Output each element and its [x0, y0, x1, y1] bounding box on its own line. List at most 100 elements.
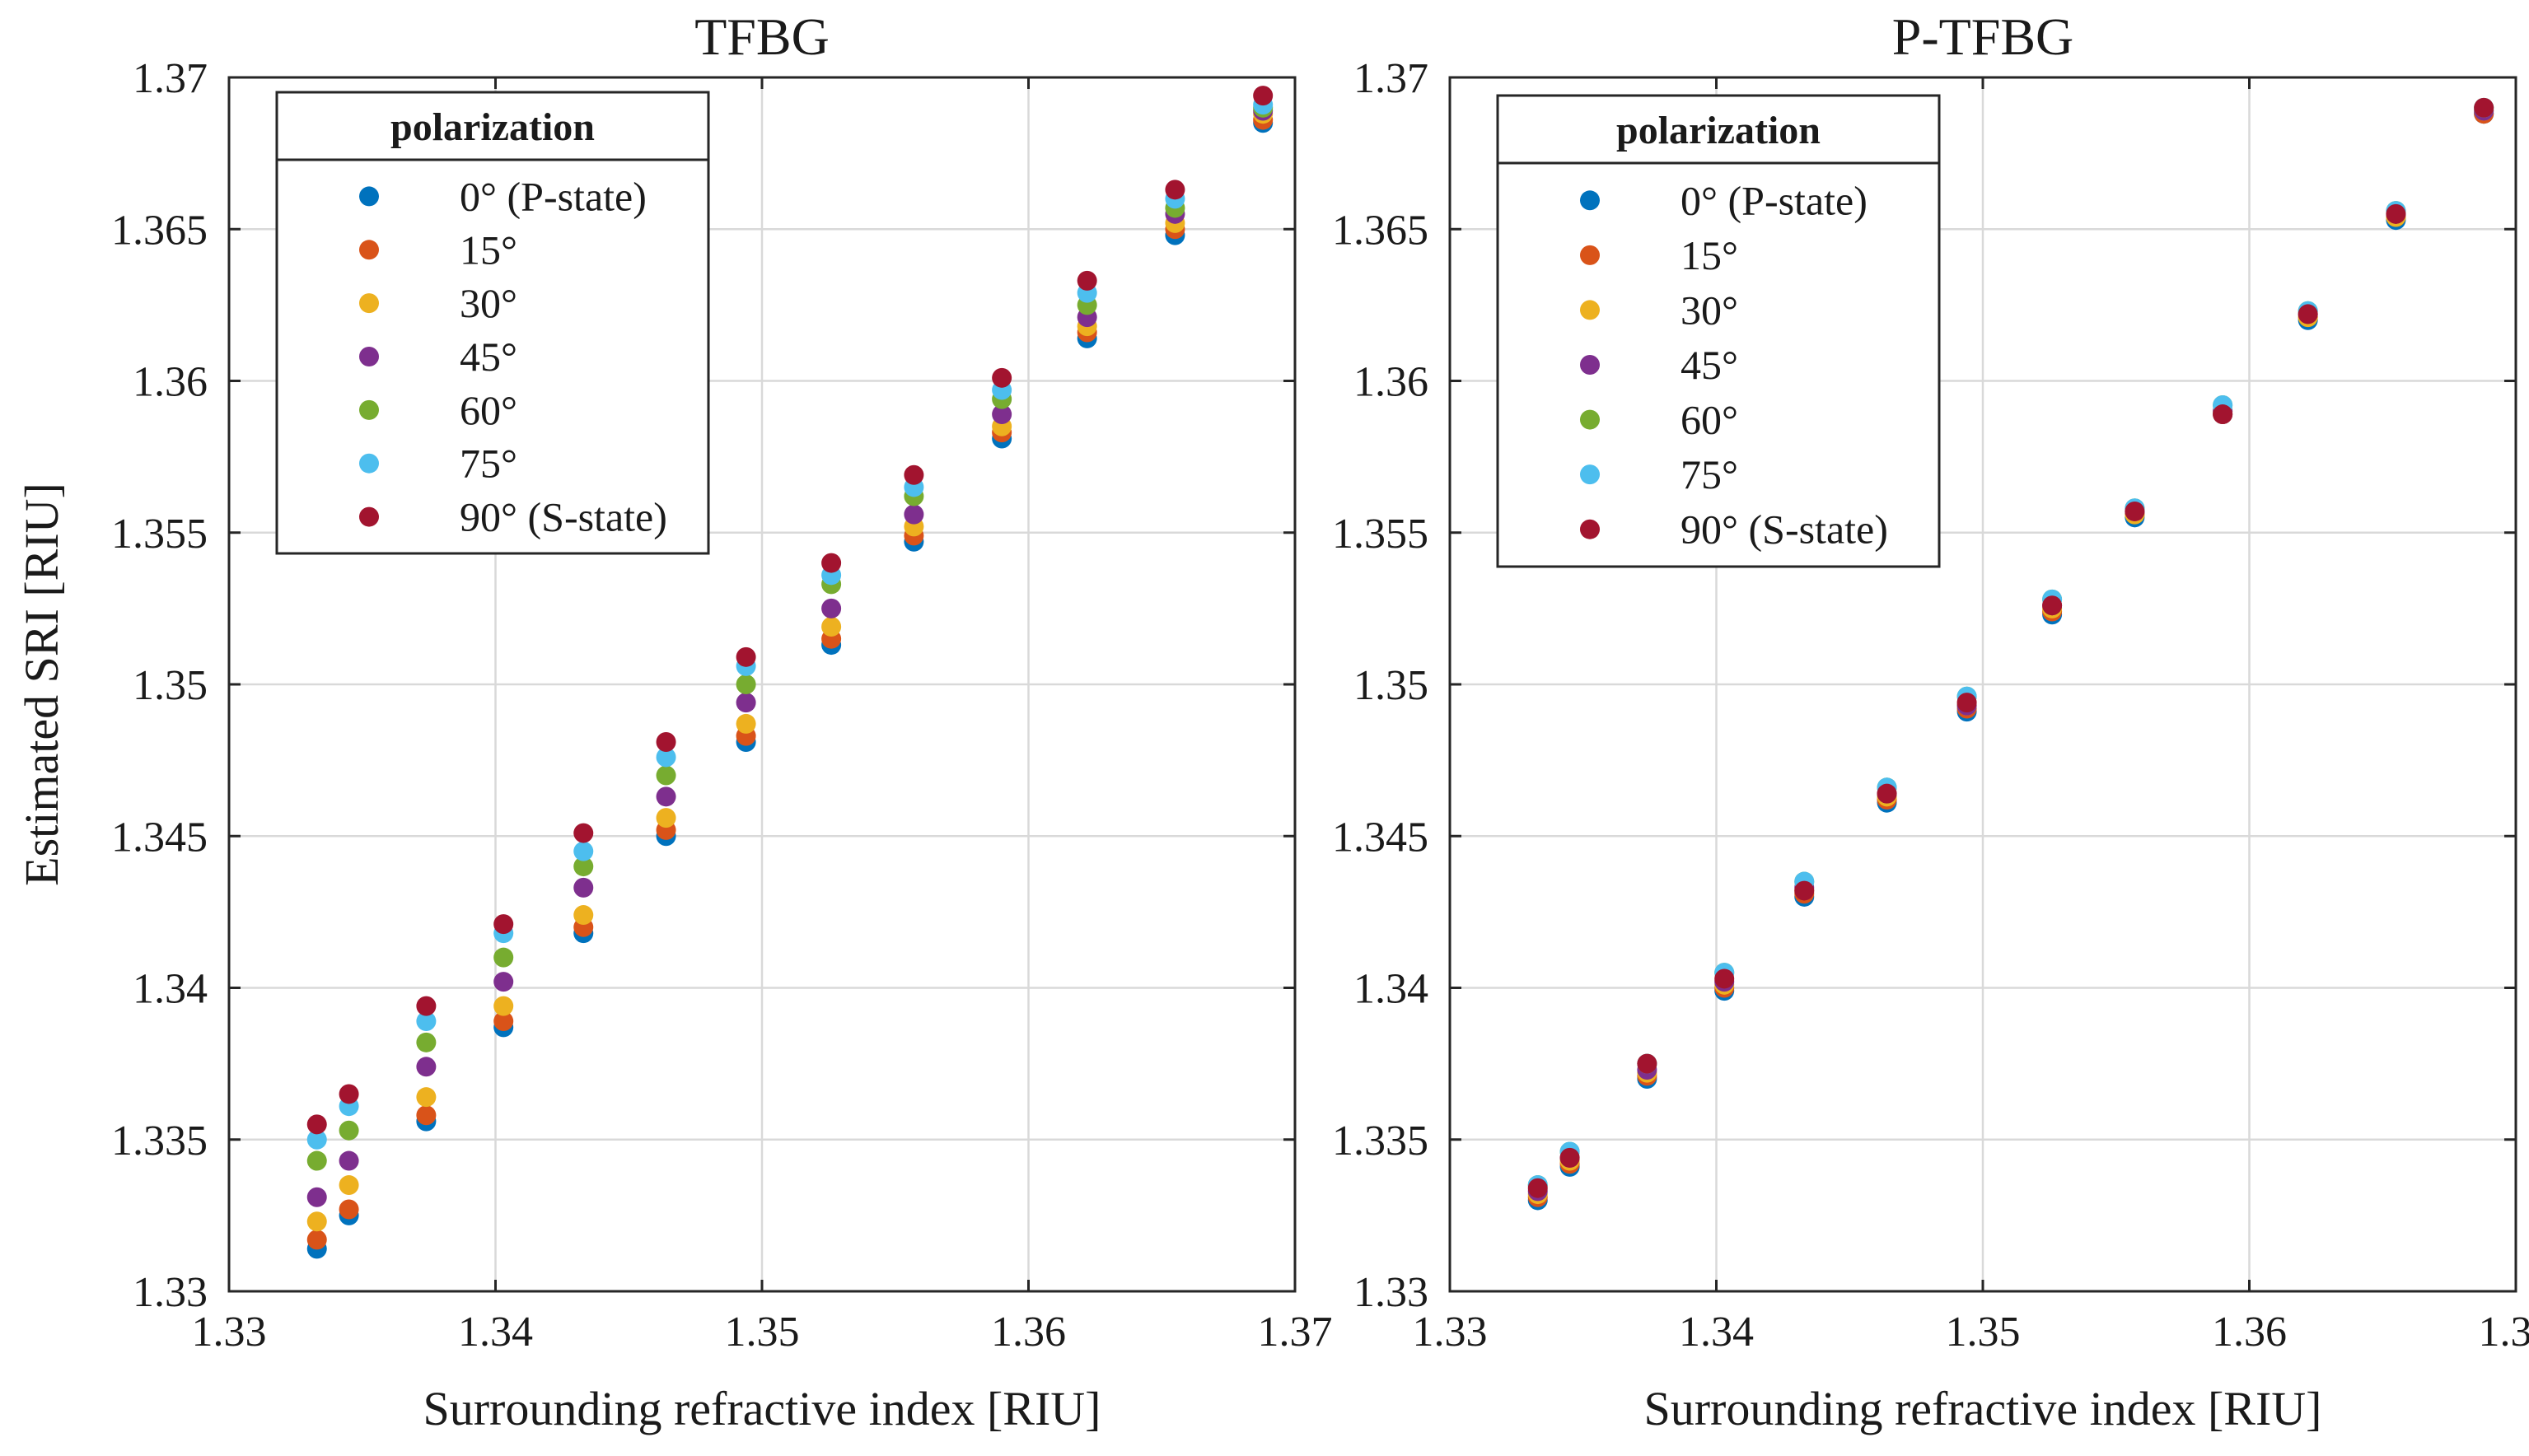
y-tick-label: 1.365	[1332, 207, 1428, 254]
x-tick-label: 1.37	[1258, 1309, 1333, 1356]
data-point	[573, 823, 594, 843]
legend-marker	[359, 347, 379, 366]
legend-marker	[359, 240, 379, 260]
legend-box	[275, 91, 710, 555]
data-point	[306, 1129, 327, 1150]
y-tick-label: 1.33	[133, 1269, 208, 1316]
data-point	[2213, 404, 2233, 425]
data-point	[339, 1084, 359, 1104]
data-point	[339, 1120, 359, 1141]
y-axis-label: Estimated SRI [RIU]	[15, 483, 68, 886]
data-point	[1714, 968, 1735, 989]
legend-marker	[359, 453, 379, 474]
data-point	[1559, 1147, 1580, 1168]
legend-marker	[1580, 190, 1600, 211]
legend-label: 75°	[1681, 451, 1738, 497]
data-point	[1877, 783, 1897, 804]
legend-marker	[359, 293, 379, 314]
data-point	[736, 674, 756, 694]
data-point	[493, 1011, 514, 1032]
data-point	[1253, 86, 1274, 106]
data-point	[1077, 270, 1097, 291]
data-point	[656, 765, 676, 786]
y-tick-label: 1.37	[1353, 55, 1428, 102]
data-point	[904, 464, 924, 485]
data-point	[1527, 1178, 1548, 1198]
data-point	[416, 1057, 437, 1077]
data-point	[306, 1150, 327, 1171]
y-tick-label: 1.35	[133, 662, 208, 709]
y-tick-label: 1.345	[111, 814, 208, 861]
x-tick-label: 1.36	[2212, 1309, 2287, 1356]
y-tick-label: 1.335	[1332, 1118, 1428, 1164]
y-tick-label: 1.36	[133, 359, 208, 406]
legend-marker	[359, 506, 379, 527]
legend-label: 0° (P-state)	[1681, 177, 1868, 223]
legend-marker	[1580, 519, 1600, 539]
data-point	[416, 1105, 437, 1126]
legend-label: 15°	[1681, 232, 1738, 278]
data-point	[493, 914, 514, 935]
legend-marker	[1580, 409, 1600, 430]
legend: polarization 0° (P-state) 15° 30° 45° 60° 75° 9…	[1496, 94, 1941, 568]
y-tick-label: 1.345	[1332, 814, 1428, 861]
data-point	[736, 693, 756, 713]
legend-title: polarization	[390, 105, 595, 149]
data-point	[416, 1032, 437, 1052]
chart-1: 1.33 1.34 1.35 1.36 1.37 1.33 1.335 1.34 1.345 1.…	[15, 7, 1333, 1435]
data-point	[656, 747, 676, 768]
y-tick-label: 1.34	[1353, 966, 1428, 1013]
data-point	[306, 1230, 327, 1250]
x-tick-label: 1.35	[725, 1309, 800, 1356]
data-point	[493, 996, 514, 1016]
chart-title: TFBG	[694, 7, 830, 66]
legend-label: 45°	[460, 334, 517, 380]
legend-marker	[359, 186, 379, 207]
legend-marker	[1580, 245, 1600, 265]
chart-2: 1.33 1.34 1.35 1.36 1.37 1.33 1.335 1.34 1.345 1.…	[1332, 7, 2529, 1435]
data-point	[736, 646, 756, 667]
data-point	[416, 996, 437, 1016]
x-tick-label: 1.35	[1946, 1309, 2021, 1356]
data-point	[1956, 693, 1977, 713]
data-point	[573, 905, 594, 926]
data-point	[573, 856, 594, 877]
series-7	[306, 86, 1274, 1135]
legend-label: 30°	[460, 280, 517, 326]
y-tick-label: 1.335	[111, 1118, 208, 1164]
data-point	[416, 1087, 437, 1108]
data-point	[821, 598, 842, 618]
legend-label: 75°	[460, 441, 517, 487]
data-point	[821, 616, 842, 637]
x-tick-label: 1.34	[1679, 1309, 1754, 1356]
legend: polarization 0° (P-state) 15° 30° 45° 60° 75° 9…	[275, 91, 710, 555]
data-point	[2125, 501, 2145, 521]
data-point	[493, 947, 514, 968]
y-tick-label: 1.35	[1353, 662, 1428, 709]
legend-label: 60°	[1681, 397, 1738, 443]
data-point	[2386, 203, 2406, 224]
chart-title: P-TFBG	[1892, 7, 2074, 66]
data-point	[736, 713, 756, 734]
y-tick-label: 1.37	[133, 55, 208, 102]
data-point	[1794, 880, 1815, 901]
data-point	[2474, 97, 2494, 118]
y-tick-label: 1.355	[111, 511, 208, 558]
data-point	[2298, 304, 2318, 324]
data-point	[821, 553, 842, 573]
data-point	[339, 1150, 359, 1171]
legend-title: polarization	[1616, 109, 1821, 152]
legend-box	[1496, 94, 1941, 568]
x-tick-label: 1.33	[1413, 1309, 1488, 1356]
data-point	[1637, 1053, 1657, 1074]
data-point	[573, 841, 594, 861]
x-axis-label: Surrounding refractive index [RIU]	[1643, 1382, 2321, 1435]
x-axis-label: Surrounding refractive index [RIU]	[423, 1382, 1101, 1435]
legend-marker	[1580, 300, 1600, 320]
data-point	[306, 1211, 327, 1232]
legend-label: 30°	[1681, 287, 1738, 333]
data-point	[306, 1187, 327, 1207]
data-point	[2042, 595, 2063, 616]
x-tick-label: 1.37	[2479, 1309, 2529, 1356]
